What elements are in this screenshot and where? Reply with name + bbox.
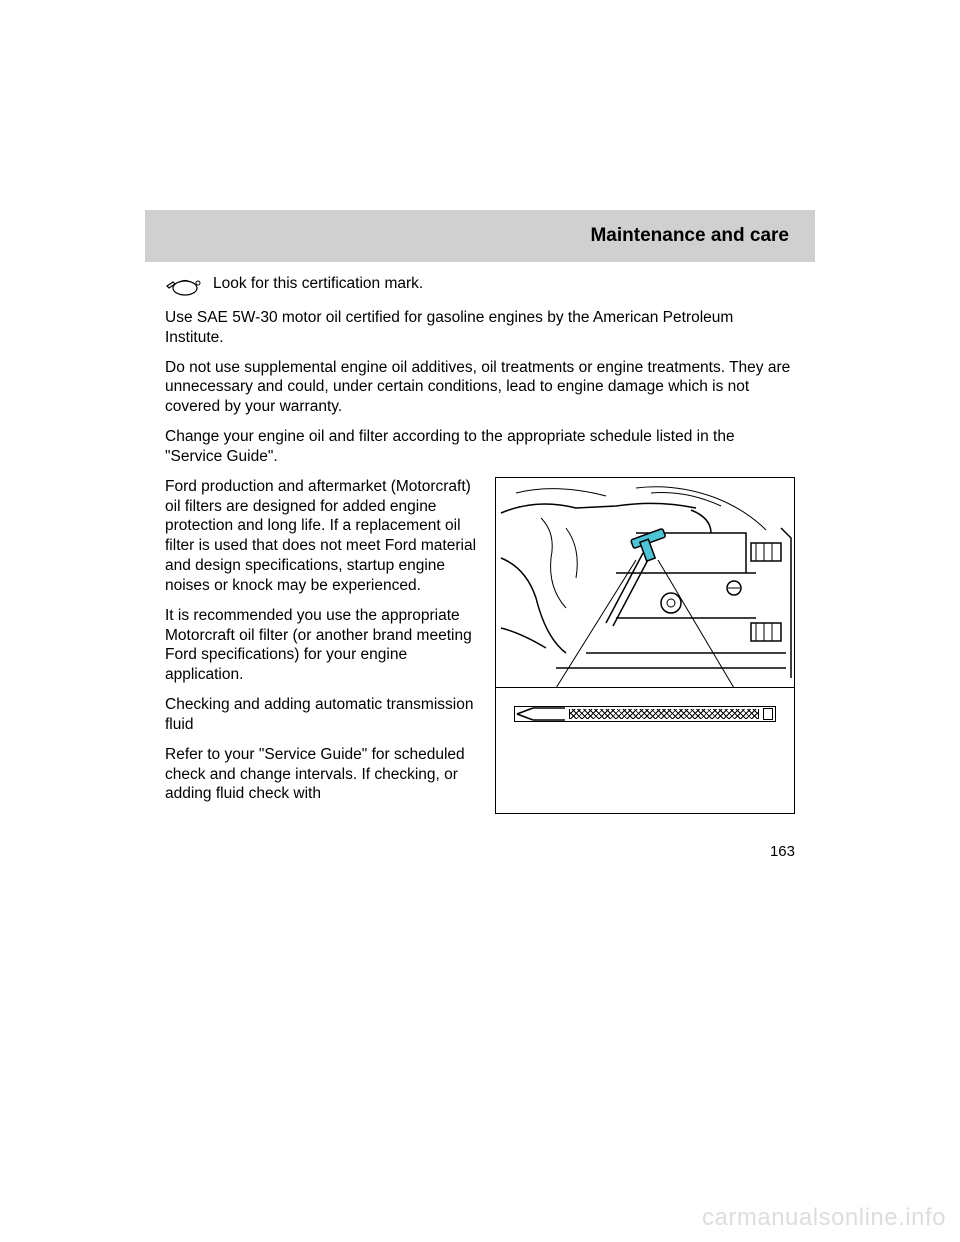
paragraph-motorcraft: It is recommended you use the appropriat… bbox=[165, 606, 477, 685]
paragraph-oil-spec: Use SAE 5W-30 motor oil certified for ga… bbox=[165, 308, 795, 348]
oil-cert-text: Look for this certification mark. bbox=[213, 274, 423, 294]
watermark-text: carmanualsonline.info bbox=[702, 1204, 946, 1232]
paragraph-ford-filters: Ford production and aftermarket (Motorcr… bbox=[165, 477, 477, 596]
section-title: Maintenance and care bbox=[590, 225, 789, 247]
engine-dipstick-illustration bbox=[495, 477, 795, 814]
paragraph-change-schedule: Change your engine oil and filter accord… bbox=[165, 427, 795, 467]
page-content: Look for this certification mark. Use SA… bbox=[145, 262, 815, 814]
filter-text-column: Ford production and aftermarket (Motorcr… bbox=[165, 477, 477, 814]
page-number: 163 bbox=[770, 842, 795, 861]
manual-page: Maintenance and care Look for this certi… bbox=[145, 210, 815, 824]
engine-svg bbox=[496, 478, 794, 688]
paragraph-no-additives: Do not use supplemental engine oil addit… bbox=[165, 358, 795, 417]
dipstick-detail-panel bbox=[496, 688, 794, 740]
dipstick-t-handle bbox=[631, 528, 666, 561]
section-header-bar: Maintenance and care bbox=[145, 210, 815, 262]
oil-can-icon bbox=[165, 276, 203, 298]
dipstick-tip-arrow bbox=[515, 707, 565, 721]
dipstick-gauge bbox=[514, 706, 776, 722]
dipstick-handle-end bbox=[763, 708, 773, 720]
heading-atf: Checking and adding automatic transmissi… bbox=[165, 695, 477, 735]
engine-diagram-upper bbox=[496, 478, 794, 688]
oil-cert-line: Look for this certification mark. bbox=[165, 274, 795, 298]
dipstick-crosshatch-zone bbox=[569, 709, 759, 719]
paragraph-atf-check: Refer to your "Service Guide" for schedu… bbox=[165, 745, 477, 804]
filter-section: Ford production and aftermarket (Motorcr… bbox=[165, 477, 795, 814]
